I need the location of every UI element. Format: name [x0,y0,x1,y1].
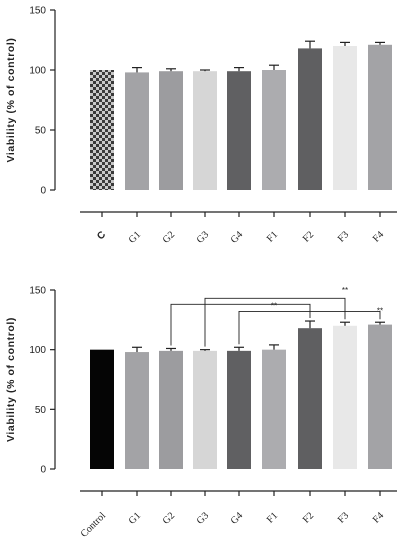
y-tick-label: 50 [35,126,47,137]
bar-F1 [262,349,286,469]
significance-label-1: ** [342,286,348,295]
y-tick-label: 0 [40,186,46,197]
significance-label-2: ** [271,301,277,310]
x-tick-label-Control: Control [79,510,109,540]
bar-F4 [368,324,392,469]
y-axis-label: Viability (% of control) [5,317,17,442]
bar-F1 [262,70,286,190]
bar-F3 [333,46,357,190]
x-tick-label-F1: F1 [265,510,280,525]
y-tick-label: 100 [29,345,46,356]
significance-bracket-2 [204,297,346,347]
y-tick-label: 150 [29,6,46,17]
bar-C [90,70,114,190]
significance-bracket-1 [170,303,311,346]
bar-G2 [159,350,183,469]
significance-bracket-3 [238,311,381,345]
x-tick-label-F3: F3 [336,510,351,525]
bar-G3 [193,71,217,190]
x-tick-label-G2: G2 [161,510,177,526]
bar-G1 [125,352,149,469]
x-tick-label-G4: G4 [229,510,245,526]
x-tick-label-F2: F2 [301,229,316,244]
y-tick-label: 50 [35,405,47,416]
bar-F2 [298,328,322,469]
x-tick-label-F3: F3 [336,229,351,244]
bar-F2 [298,48,322,191]
x-tick-label-G1: G1 [127,229,143,245]
bar-G4 [227,350,251,469]
bar-Control [90,349,114,469]
x-tick-label-G4: G4 [229,229,245,245]
y-tick-label: 0 [40,465,46,476]
x-tick-label-F4: F4 [371,229,386,244]
bar-G1 [125,72,149,190]
y-axis-label: Viability (% of control) [5,37,17,162]
x-tick-label-G2: G2 [161,229,177,245]
x-tick-label-C: C [95,229,108,242]
bar-G2 [159,71,183,190]
chart-panel-2: 0 50 100 150 Viability (% of control) Control… [5,286,397,540]
bar-G3 [193,350,217,469]
bar-F3 [333,325,357,469]
significance-label-3: ** [377,306,383,315]
bar-G4 [227,71,251,190]
bar-F4 [368,44,392,190]
x-tick-label-F2: F2 [301,510,316,525]
x-tick-label-G1: G1 [127,510,143,526]
y-tick-label: 150 [29,286,46,297]
x-tick-label-G3: G3 [195,510,211,526]
x-tick-label-G3: G3 [195,229,211,245]
chart-panel-1: 0 50 100 150 Viability (% of control) C G1 G2 G3… [5,6,397,246]
y-tick-label: 100 [29,66,46,77]
x-tick-label-F1: F1 [265,229,280,244]
x-tick-label-F4: F4 [371,510,386,525]
